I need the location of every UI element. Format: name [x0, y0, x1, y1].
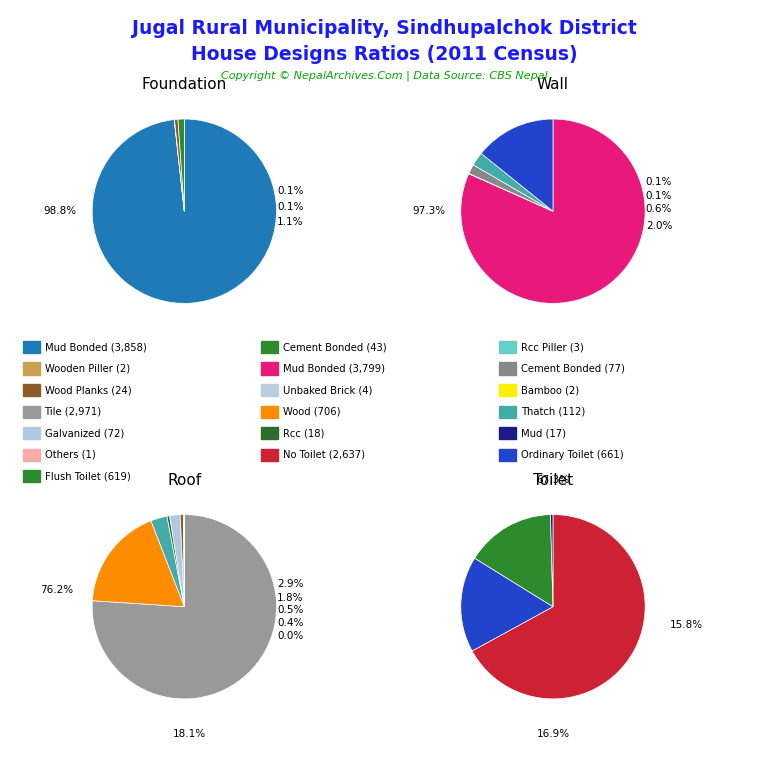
Text: 15.8%: 15.8%: [670, 620, 703, 631]
Wedge shape: [174, 120, 184, 211]
Wedge shape: [167, 516, 184, 607]
Text: Wooden Piller (2): Wooden Piller (2): [45, 363, 130, 374]
Wedge shape: [461, 558, 553, 651]
Wedge shape: [151, 516, 184, 607]
Text: Bamboo (2): Bamboo (2): [521, 385, 579, 396]
Text: Mud (17): Mud (17): [521, 428, 566, 439]
Text: 2.9%: 2.9%: [277, 578, 303, 589]
Text: 98.8%: 98.8%: [43, 206, 77, 217]
Text: 1.8%: 1.8%: [277, 592, 303, 603]
Wedge shape: [92, 119, 276, 303]
Text: 0.1%: 0.1%: [646, 191, 672, 201]
Text: No Toilet (2,637): No Toilet (2,637): [283, 449, 365, 460]
Text: Tile (2,971): Tile (2,971): [45, 406, 101, 417]
Wedge shape: [482, 119, 553, 211]
Title: Foundation: Foundation: [141, 77, 227, 92]
Text: Thatch (112): Thatch (112): [521, 406, 585, 417]
Wedge shape: [473, 154, 553, 211]
Wedge shape: [461, 119, 645, 303]
Text: Cement Bonded (77): Cement Bonded (77): [521, 363, 624, 374]
Wedge shape: [178, 119, 184, 211]
Text: 76.2%: 76.2%: [41, 585, 74, 595]
Text: 0.1%: 0.1%: [646, 177, 672, 187]
Text: 2.0%: 2.0%: [646, 221, 672, 231]
Wedge shape: [472, 515, 645, 699]
Text: Cement Bonded (43): Cement Bonded (43): [283, 342, 386, 353]
Text: 67.3%: 67.3%: [536, 475, 570, 485]
Text: 0.0%: 0.0%: [277, 631, 303, 641]
Title: Toilet: Toilet: [533, 472, 573, 488]
Wedge shape: [468, 174, 553, 211]
Wedge shape: [180, 515, 184, 607]
Text: 0.5%: 0.5%: [277, 605, 303, 615]
Text: 0.1%: 0.1%: [277, 201, 303, 212]
Title: Roof: Roof: [167, 472, 201, 488]
Wedge shape: [170, 515, 184, 607]
Text: Unbaked Brick (4): Unbaked Brick (4): [283, 385, 372, 396]
Text: Jugal Rural Municipality, Sindhupalchok District: Jugal Rural Municipality, Sindhupalchok …: [131, 19, 637, 38]
Text: 18.1%: 18.1%: [172, 729, 206, 739]
Text: 97.3%: 97.3%: [412, 206, 445, 217]
Wedge shape: [92, 515, 276, 699]
Text: Mud Bonded (3,858): Mud Bonded (3,858): [45, 342, 146, 353]
Text: Galvanized (72): Galvanized (72): [45, 428, 124, 439]
Text: 0.6%: 0.6%: [646, 204, 672, 214]
Text: House Designs Ratios (2011 Census): House Designs Ratios (2011 Census): [190, 45, 578, 64]
Wedge shape: [475, 515, 553, 607]
Text: Wood Planks (24): Wood Planks (24): [45, 385, 131, 396]
Text: Copyright © NepalArchives.Com | Data Source: CBS Nepal: Copyright © NepalArchives.Com | Data Sou…: [220, 71, 548, 81]
Text: 0.1%: 0.1%: [277, 186, 303, 196]
Text: Mud Bonded (3,799): Mud Bonded (3,799): [283, 363, 385, 374]
Text: Rcc Piller (3): Rcc Piller (3): [521, 342, 584, 353]
Wedge shape: [469, 165, 553, 211]
Wedge shape: [174, 119, 184, 211]
Wedge shape: [92, 521, 184, 607]
Wedge shape: [551, 515, 553, 607]
Title: Wall: Wall: [537, 77, 569, 92]
Text: 0.4%: 0.4%: [277, 618, 303, 628]
Text: 1.1%: 1.1%: [277, 217, 303, 227]
Text: Wood (706): Wood (706): [283, 406, 340, 417]
Text: Ordinary Toilet (661): Ordinary Toilet (661): [521, 449, 624, 460]
Text: Rcc (18): Rcc (18): [283, 428, 324, 439]
Text: 16.9%: 16.9%: [536, 729, 570, 739]
Text: Flush Toilet (619): Flush Toilet (619): [45, 471, 131, 482]
Text: Others (1): Others (1): [45, 449, 95, 460]
